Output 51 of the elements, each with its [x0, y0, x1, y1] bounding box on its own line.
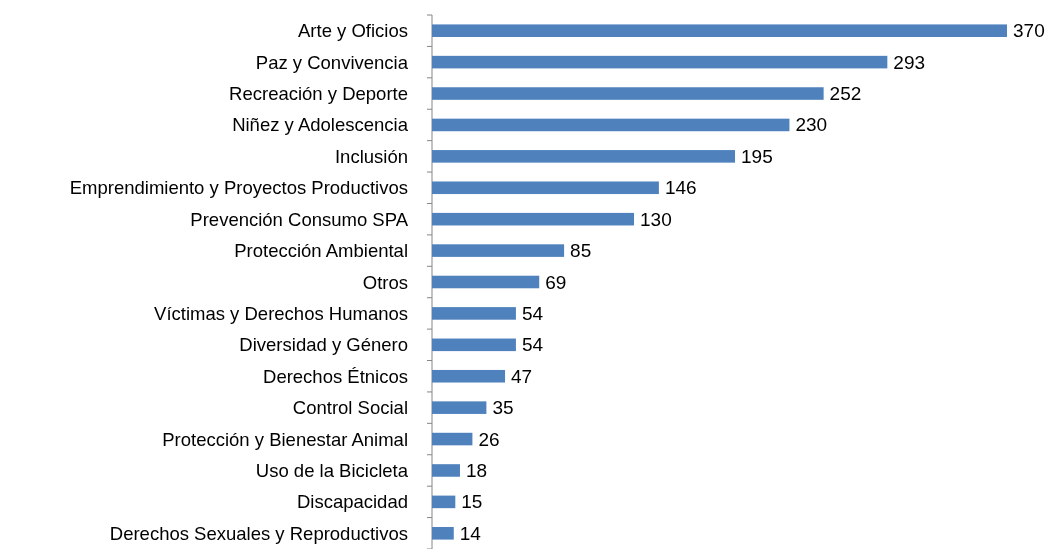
bar	[432, 527, 454, 540]
bar	[432, 87, 824, 100]
y-tick-label: Inclusión	[334, 145, 408, 167]
data-label: 85	[570, 240, 592, 262]
bar	[432, 244, 565, 257]
data-label: 293	[893, 51, 926, 73]
bar	[432, 150, 736, 163]
data-label: 252	[829, 83, 862, 105]
y-tick-label: Niñez y Adolescencia	[232, 114, 409, 136]
y-tick-label: Paz y Convivencia	[255, 51, 409, 73]
y-tick-label: Víctimas y Derechos Humanos	[154, 302, 408, 324]
y-tick-label: Derechos Étnicos	[263, 365, 408, 387]
data-label: 130	[640, 208, 672, 230]
y-tick-label: Diversidad y Género	[239, 334, 408, 356]
bar	[432, 338, 516, 352]
data-label: 15	[461, 491, 483, 513]
bar	[432, 118, 790, 132]
bar	[432, 275, 540, 289]
bar	[432, 212, 635, 226]
data-label: 18	[465, 459, 488, 481]
data-label: 14	[459, 522, 482, 544]
bar	[432, 307, 516, 320]
y-tick-label: Recreación y Deporte	[229, 83, 408, 105]
data-label: 146	[664, 177, 697, 199]
y-tick-label: Discapacidad	[296, 491, 408, 513]
data-label: 47	[511, 365, 533, 387]
y-tick-label: Prevención Consumo SPA	[190, 208, 409, 230]
bar	[432, 369, 506, 383]
y-tick-label: Control Social	[292, 397, 408, 419]
y-tick-label: Emprendimiento y Proyectos Productivos	[69, 177, 408, 199]
bar	[432, 181, 659, 195]
bar	[432, 55, 888, 69]
data-label: 230	[795, 114, 828, 136]
y-tick-label: Arte y Oficios	[298, 20, 408, 42]
data-label: 54	[521, 302, 544, 324]
bar	[432, 432, 473, 446]
data-label: 54	[521, 334, 544, 356]
bar	[432, 24, 1007, 37]
bar	[432, 464, 460, 477]
data-label: 35	[492, 397, 514, 419]
bar	[432, 495, 456, 509]
y-tick-label: Otros	[362, 271, 408, 293]
data-label: 26	[478, 428, 500, 450]
data-label: 69	[545, 271, 567, 293]
data-label: 195	[741, 145, 773, 167]
y-tick-label: Protección Ambiental	[234, 240, 408, 262]
data-label: 370	[1013, 20, 1045, 42]
y-tick-label: Protección y Bienestar Animal	[162, 428, 408, 450]
y-tick-label: Derechos Sexuales y Reproductivos	[109, 522, 408, 544]
y-tick-label: Uso de la Bicicleta	[255, 459, 409, 481]
bar	[432, 401, 487, 414]
